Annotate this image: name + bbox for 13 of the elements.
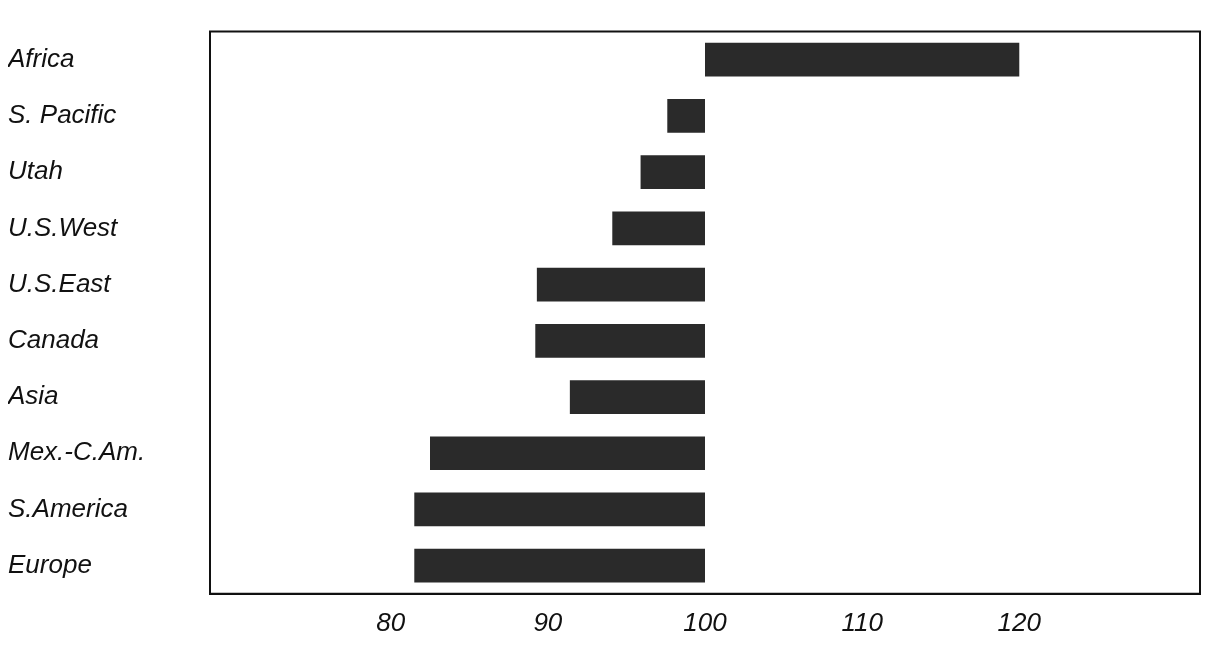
y-tick-label: Utah: [8, 155, 63, 186]
y-tick-label: S. Pacific: [8, 99, 117, 130]
y-tick-label: S.America: [8, 492, 128, 523]
y-tick-label: Mex.-C.Am.: [8, 436, 146, 467]
y-tick-label: Canada: [8, 324, 100, 355]
x-tick-label: 100: [683, 606, 728, 637]
x-tick-label: 120: [997, 606, 1042, 637]
x-tick-label: 110: [841, 606, 884, 637]
y-tick-label: U.S.West: [8, 211, 120, 242]
y-tick-label: Europe: [8, 548, 92, 579]
y-tick-label: U.S.East: [8, 267, 113, 298]
x-tick-label: 80: [376, 606, 406, 637]
x-tick-label: 90: [533, 606, 563, 637]
